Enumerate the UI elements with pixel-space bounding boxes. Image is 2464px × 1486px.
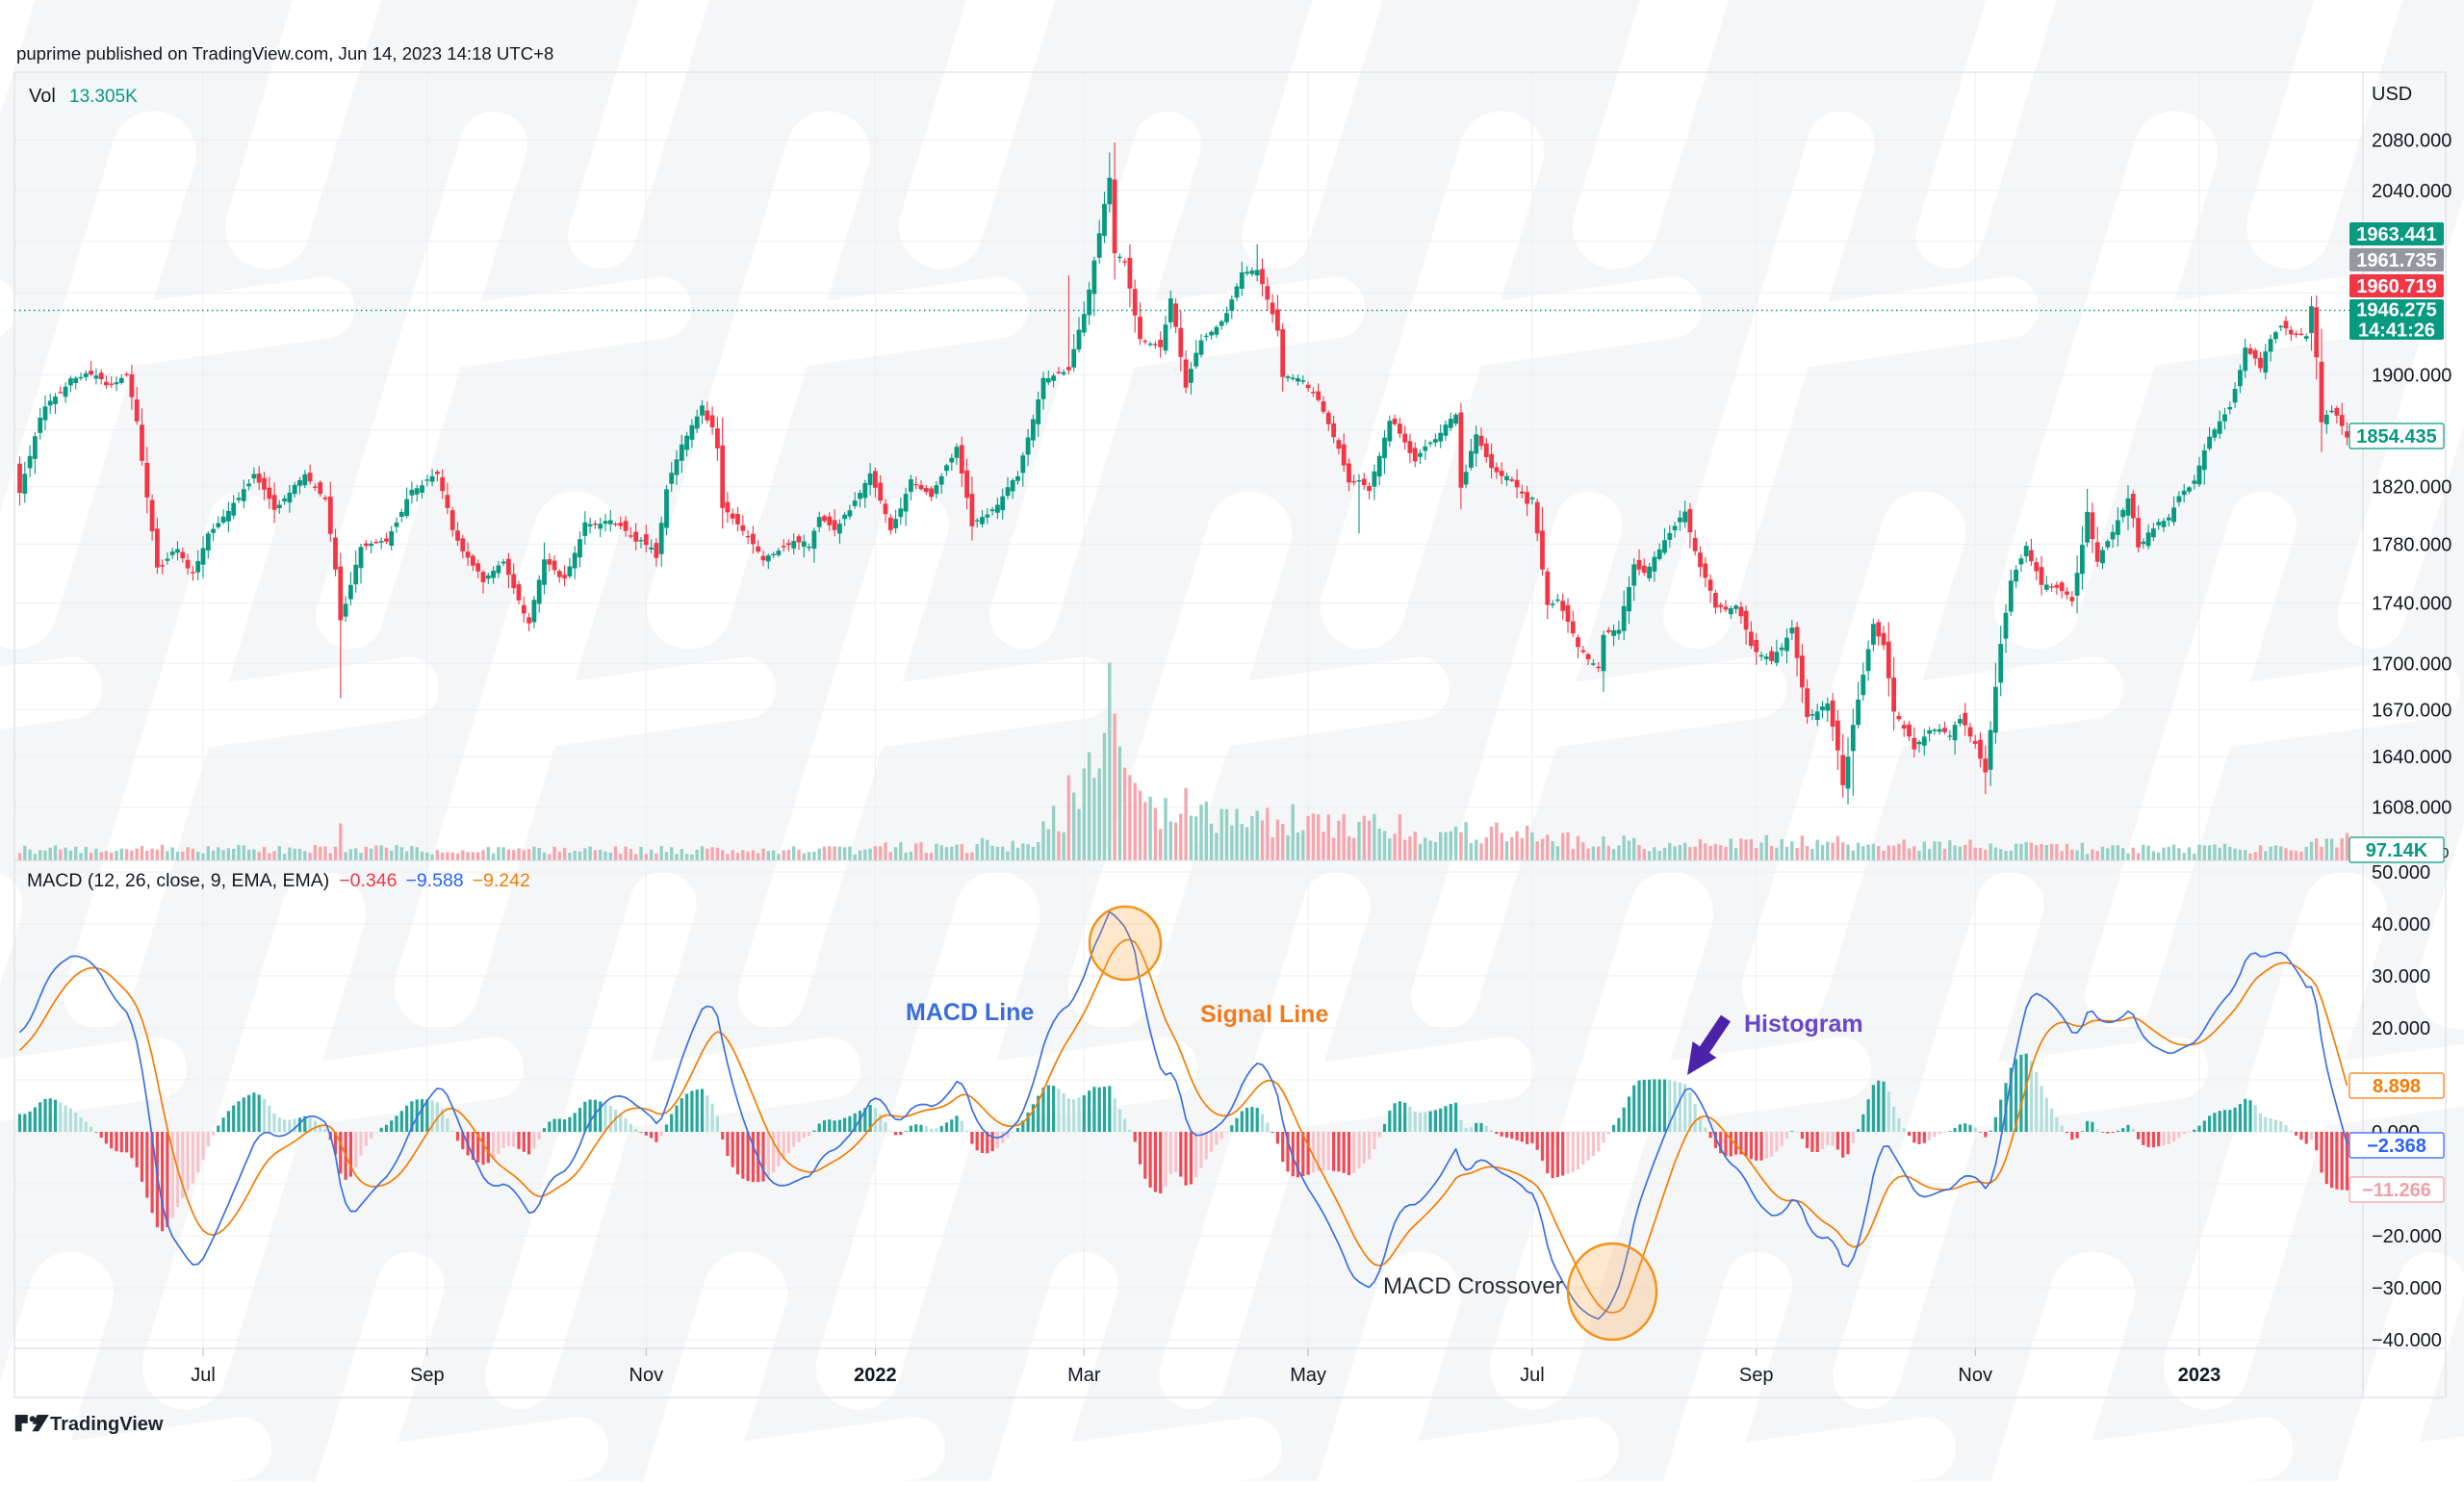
svg-text:Jul: Jul [191,1365,216,1386]
svg-text:1608.000: 1608.000 [2372,798,2451,819]
svg-text:1700.000: 1700.000 [2372,653,2451,675]
svg-text:97.14K: 97.14K [2366,840,2428,861]
svg-text:2080.000: 2080.000 [2372,131,2451,152]
svg-text:−30.000: −30.000 [2372,1278,2442,1299]
svg-text:−20.000: −20.000 [2372,1226,2442,1247]
svg-text:Jul: Jul [1520,1365,1545,1386]
svg-text:1961.735: 1961.735 [2356,250,2436,271]
svg-text:puprime published on TradingVi: puprime published on TradingView.com, Ju… [16,43,553,64]
svg-text:20.000: 20.000 [2372,1018,2430,1039]
svg-text:1963.441: 1963.441 [2356,224,2436,245]
svg-text:Vol: Vol [29,86,56,107]
svg-text:2022: 2022 [854,1365,897,1386]
svg-text:Nov: Nov [1958,1365,1992,1386]
svg-text:1854.435: 1854.435 [2356,426,2436,448]
svg-text:−2.368: −2.368 [2367,1136,2426,1157]
svg-text:2023: 2023 [2178,1365,2221,1386]
svg-text:TradingView: TradingView [50,1414,164,1435]
svg-text:Sep: Sep [1739,1365,1774,1386]
svg-text:Mar: Mar [1067,1365,1101,1386]
svg-text:Sep: Sep [410,1365,445,1386]
svg-text:1640.000: 1640.000 [2372,747,2451,768]
svg-text:−11.266: −11.266 [2362,1180,2431,1201]
svg-text:−40.000: −40.000 [2372,1330,2442,1351]
svg-text:1820.000: 1820.000 [2372,477,2451,499]
svg-text:Histogram: Histogram [1744,1011,1863,1038]
svg-text:USD: USD [2372,84,2412,105]
svg-text:2040.000: 2040.000 [2372,181,2451,202]
svg-text:13.305K: 13.305K [69,87,138,107]
svg-text:MACD Crossover: MACD Crossover [1383,1273,1563,1299]
svg-text:1960.719: 1960.719 [2356,276,2436,297]
svg-text:1740.000: 1740.000 [2372,594,2451,615]
svg-text:0: 0 [2441,845,2449,861]
svg-text:1946.275: 1946.275 [2356,300,2436,321]
svg-text:MACD (12, 26, close, 9, EMA, E: MACD (12, 26, close, 9, EMA, EMA) −0.346−… [27,870,530,891]
svg-text:30.000: 30.000 [2372,966,2430,987]
svg-text:May: May [1290,1365,1326,1386]
svg-text:40.000: 40.000 [2372,914,2430,935]
svg-text:14:41:26: 14:41:26 [2358,320,2435,342]
svg-text:1780.000: 1780.000 [2372,534,2451,555]
svg-text:1670.000: 1670.000 [2372,700,2451,721]
svg-text:MACD Line: MACD Line [906,999,1034,1026]
svg-text:50.000: 50.000 [2372,862,2430,884]
svg-text:8.898: 8.898 [2373,1076,2421,1097]
svg-text:Signal Line: Signal Line [1200,1001,1328,1028]
svg-text:Nov: Nov [629,1365,664,1386]
svg-text:1900.000: 1900.000 [2372,365,2451,386]
